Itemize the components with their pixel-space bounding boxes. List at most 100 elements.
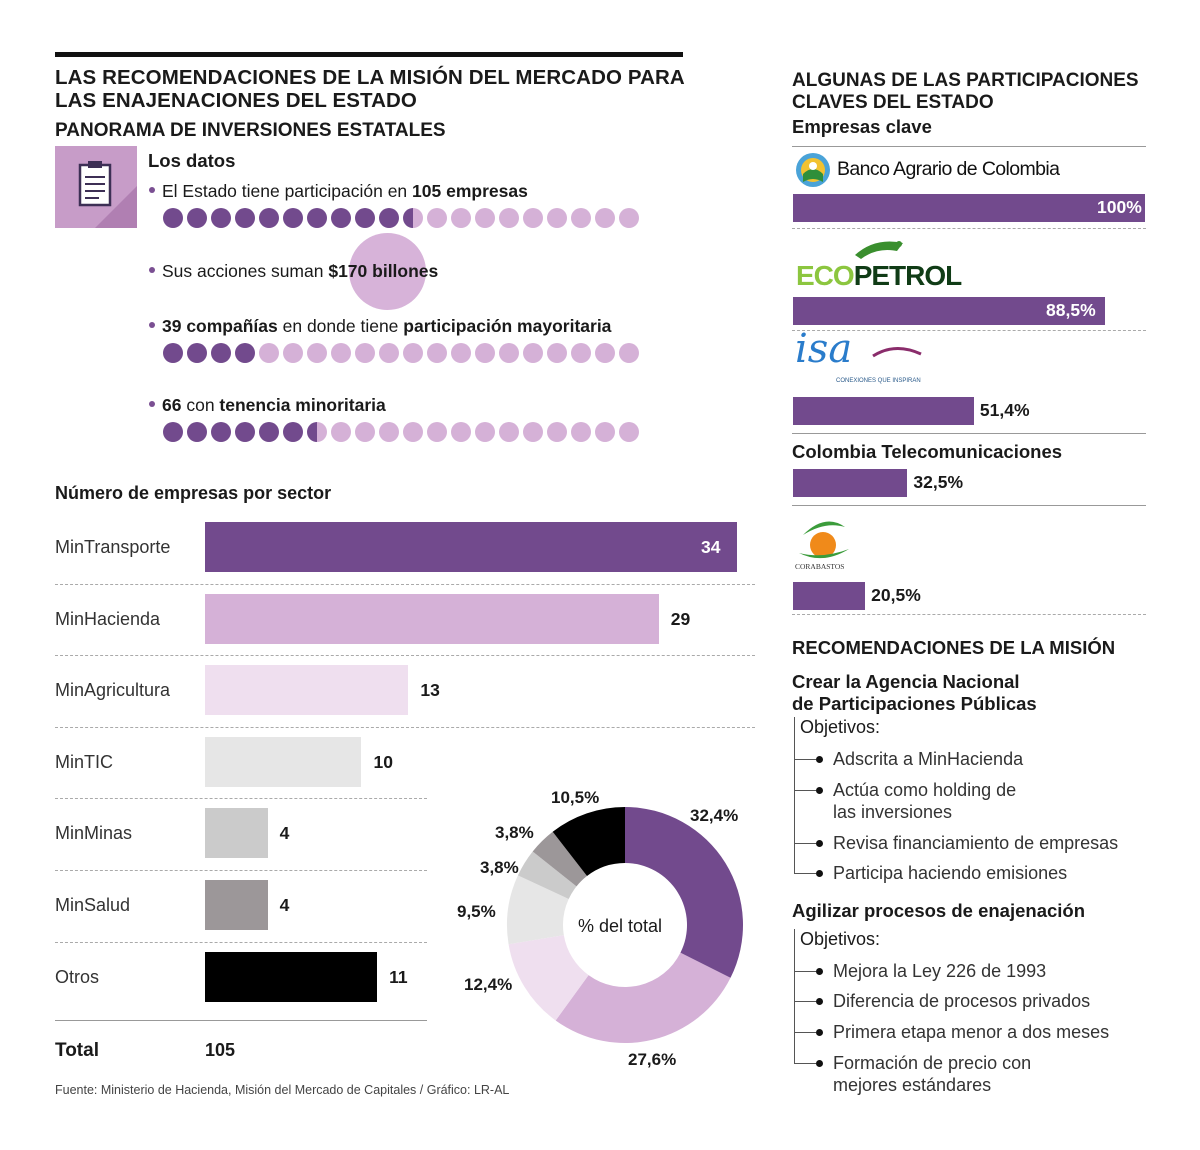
dot	[163, 422, 183, 442]
donut-label: 9,5%	[457, 902, 496, 921]
bullet-dot	[816, 787, 823, 794]
bullet-dot	[816, 1029, 823, 1036]
dot	[451, 208, 471, 228]
source-note: Fuente: Ministerio de Hacienda, Misión d…	[55, 1083, 510, 1097]
objective-item: Participa haciendo emisiones	[833, 863, 1068, 883]
row-divider	[55, 798, 427, 800]
ecopetrol-logo: ECOPETROL	[795, 235, 975, 291]
dot	[379, 343, 399, 363]
dot	[379, 208, 399, 228]
dot	[355, 343, 375, 363]
row-divider	[55, 941, 427, 943]
banco-agrario-logo	[795, 152, 831, 188]
donut-slice	[532, 831, 587, 887]
dot	[163, 343, 183, 363]
dot	[475, 208, 495, 228]
donut-label: 12,4%	[464, 975, 513, 994]
recommendations-title: RECOMENDACIONES DE LA MISIÓN	[792, 637, 1116, 658]
dot	[475, 422, 495, 442]
total-value: 105	[205, 1040, 236, 1060]
dot	[331, 422, 351, 442]
donut-chart	[507, 807, 743, 1043]
dot	[595, 343, 615, 363]
dot	[571, 208, 591, 228]
divider	[792, 146, 1146, 147]
dot	[187, 343, 207, 363]
dot	[475, 343, 495, 363]
dot	[547, 208, 567, 228]
sector-value: 34	[701, 537, 721, 557]
header-rule	[55, 52, 683, 57]
dot	[283, 208, 303, 228]
dot-row-66	[163, 422, 643, 444]
company-bar	[793, 397, 974, 425]
dot	[259, 343, 279, 363]
fact-minoritaria: 66 con tenencia minoritaria	[149, 395, 386, 416]
donut-label: 10,5%	[551, 788, 600, 807]
dot	[571, 422, 591, 442]
donut-center-label: % del total	[578, 916, 663, 936]
company-value: 32,5%	[913, 472, 964, 492]
dot-row-39	[163, 343, 643, 365]
divider	[792, 505, 1146, 506]
page-title: LAS RECOMENDACIONES DE LA MISIÓN DEL MER…	[55, 66, 685, 112]
dot	[571, 343, 591, 363]
divider	[792, 614, 1146, 615]
row-divider	[55, 655, 755, 657]
dot	[427, 343, 447, 363]
sector-bar	[205, 665, 409, 716]
key-companies-title: ALGUNAS DE LAS PARTICIPACIONES CLAVES DE…	[792, 70, 1139, 113]
dot	[595, 422, 615, 442]
bullet-dot	[816, 998, 823, 1005]
dot	[211, 422, 231, 442]
dot	[547, 343, 567, 363]
sector-bar	[205, 736, 362, 787]
donut-slice	[625, 807, 743, 978]
fact-participacion: El Estado tiene participación en 105 emp…	[149, 181, 528, 202]
sector-bar	[205, 951, 378, 1002]
dot	[235, 208, 255, 228]
dot	[379, 422, 399, 442]
dot	[595, 208, 615, 228]
dot	[499, 343, 519, 363]
bullet-dot	[816, 968, 823, 975]
dot	[427, 422, 447, 442]
clipboard-icon	[55, 146, 137, 228]
dot	[211, 208, 231, 228]
donut-label: 3,8%	[480, 858, 519, 877]
dot	[499, 208, 519, 228]
dot	[523, 208, 543, 228]
corabastos-logo: CORABASTOS	[795, 515, 855, 577]
row-divider	[55, 870, 427, 871]
sector-bar	[205, 880, 268, 930]
dot	[259, 208, 279, 228]
dot-row-105	[163, 208, 643, 230]
key-companies-subtitle: Empresas clave	[792, 116, 932, 137]
sector-value: 11	[389, 966, 408, 987]
dot	[547, 422, 567, 442]
page-subtitle: PANORAMA DE INVERSIONES ESTATALES	[55, 120, 446, 141]
dot	[211, 343, 231, 363]
rec2-heading: Agilizar procesos de enajenación	[792, 900, 1086, 921]
los-datos-heading: Los datos	[148, 150, 236, 171]
divider	[792, 433, 1146, 434]
isa-logo: isa CONEXIONES QUE INSPIRAN	[795, 326, 922, 384]
dot	[451, 343, 471, 363]
dot	[307, 208, 327, 228]
sector-value: 4	[279, 823, 290, 844]
dot	[499, 422, 519, 442]
objective-item: Mejora la Ley 226 de 1993	[833, 961, 1047, 981]
sector-bar	[205, 522, 737, 572]
total-divider	[55, 1020, 427, 1021]
objective-item: Primera etapa menor a dos meses	[833, 1022, 1110, 1042]
rec1-objetivos-label: Objetivos:	[800, 717, 881, 737]
company-bar	[793, 297, 1105, 325]
dot	[523, 422, 543, 442]
fact-mayoritaria: 39 compañías en donde tiene participació…	[149, 316, 611, 337]
donut-slice	[507, 875, 569, 945]
dot	[451, 422, 471, 442]
dot	[331, 208, 351, 228]
dot	[403, 422, 423, 442]
objective-item: Adscrita a MinHacienda	[833, 749, 1024, 769]
dot	[619, 343, 639, 363]
